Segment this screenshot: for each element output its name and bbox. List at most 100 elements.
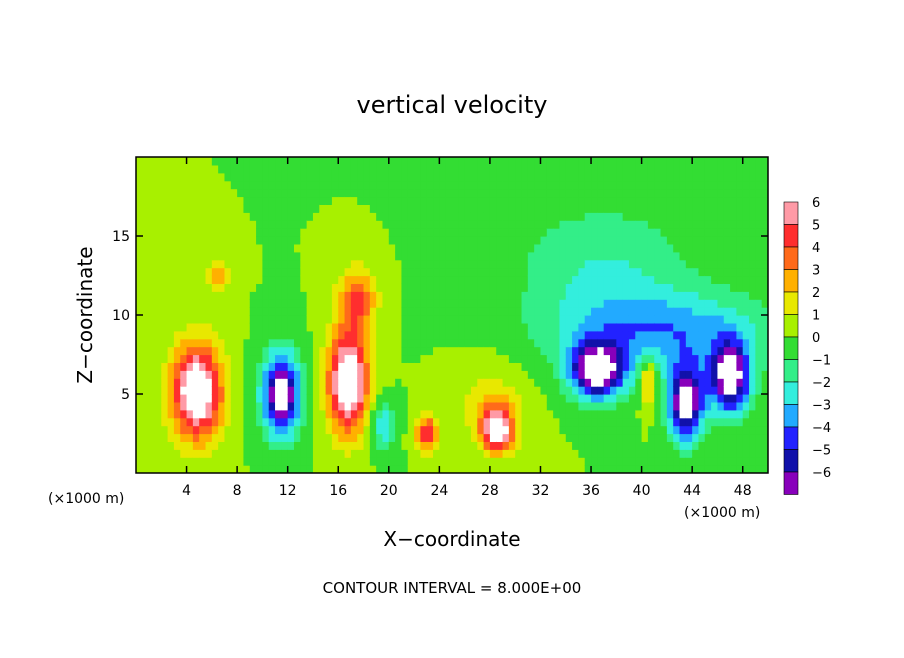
heatmap-cell [761,291,768,300]
heatmap-cell [666,401,674,411]
heatmap-cell [369,204,377,213]
heatmap-cell [610,322,617,332]
heatmap-cell [294,236,301,245]
heatmap-cell [711,251,719,261]
heatmap-cell [584,275,592,284]
heatmap-cell [325,449,333,458]
heatmap-cell [692,212,700,221]
heatmap-cell [445,204,453,213]
heatmap-cell [230,188,238,198]
heatmap-cell [275,417,282,427]
heatmap-cell [559,362,567,371]
heatmap-cell [597,386,605,395]
heatmap-cell [622,259,630,269]
heatmap-cell [319,322,327,332]
heatmap-cell [173,362,181,371]
heatmap-cell [433,417,440,427]
heatmap-cell [685,322,693,332]
heatmap-cell [591,386,598,395]
heatmap-cell [610,236,617,245]
heatmap-cell [287,283,295,292]
heatmap-cell [445,362,453,371]
heatmap-cell [458,394,466,403]
heatmap-cell [559,354,567,363]
heatmap-cell [249,354,257,363]
heatmap-cell [211,204,219,213]
heatmap-cell [319,172,327,182]
heatmap-cell [161,220,169,229]
heatmap-cell [167,188,175,198]
heatmap-cell [673,180,681,190]
heatmap-cell [407,251,415,261]
heatmap-cell [515,409,523,419]
heatmap-cell [180,386,188,395]
colorbar-label: 3 [812,264,820,279]
heatmap-cell [698,275,706,284]
heatmap-cell [666,259,674,269]
heatmap-cell [685,457,693,466]
heatmap-cell [666,315,674,324]
heatmap-cell [426,243,434,253]
heatmap-cell [565,164,573,174]
heatmap-cell [755,315,763,324]
heatmap-cell [249,425,257,435]
colorbar-swatch [783,314,799,338]
heatmap-cell [616,330,624,340]
heatmap-cell [685,394,693,403]
heatmap-cell [521,457,529,466]
heatmap-cell [515,441,523,450]
heatmap-cell [730,220,737,229]
heatmap-cell [647,204,655,213]
heatmap-cell [584,457,592,466]
heatmap-cell [256,236,263,245]
heatmap-cell [249,196,257,205]
heatmap-cell [647,322,655,332]
heatmap-cell [534,220,542,229]
heatmap-cell [331,425,339,435]
heatmap-cell [565,457,573,466]
heatmap-cell [635,228,643,237]
x-tick-label: 16 [329,483,347,499]
heatmap-cell [477,275,485,284]
heatmap-cell [647,401,655,411]
heatmap-cell [287,409,295,419]
heatmap-cell [635,220,643,229]
heatmap-cell [148,338,156,348]
heatmap-cell [300,315,308,324]
heatmap-cell [426,157,434,166]
heatmap-cell [521,267,529,277]
heatmap-cell [692,362,700,371]
heatmap-cell [262,299,270,308]
heatmap-cell [136,449,143,458]
heatmap-cell [173,449,181,458]
heatmap-cell [243,267,251,277]
heatmap-cell [344,457,352,466]
heatmap-cell [306,322,314,332]
heatmap-cell [622,409,630,419]
heatmap-cell [704,330,712,340]
heatmap-cell [243,338,251,348]
heatmap-cell [363,425,371,435]
heatmap-cell [388,196,396,205]
heatmap-cell [414,378,421,387]
heatmap-cell [761,401,768,411]
heatmap-cell [755,275,763,284]
heatmap-cell [685,307,693,316]
heatmap-cell [388,315,396,324]
heatmap-cell [761,338,768,348]
heatmap-cell [616,204,624,213]
heatmap-cell [730,204,737,213]
heatmap-cell [331,291,339,300]
heatmap-cell [268,204,276,213]
heatmap-cell [199,251,207,261]
heatmap-cell [679,275,687,284]
heatmap-cell [218,441,226,450]
heatmap-cell [180,322,188,332]
heatmap-cell [173,259,181,269]
heatmap-cell [281,204,289,213]
heatmap-cell [331,172,339,182]
heatmap-cell [363,307,371,316]
heatmap-cell [628,330,636,340]
heatmap-cell [224,251,232,261]
heatmap-cell [369,236,377,245]
